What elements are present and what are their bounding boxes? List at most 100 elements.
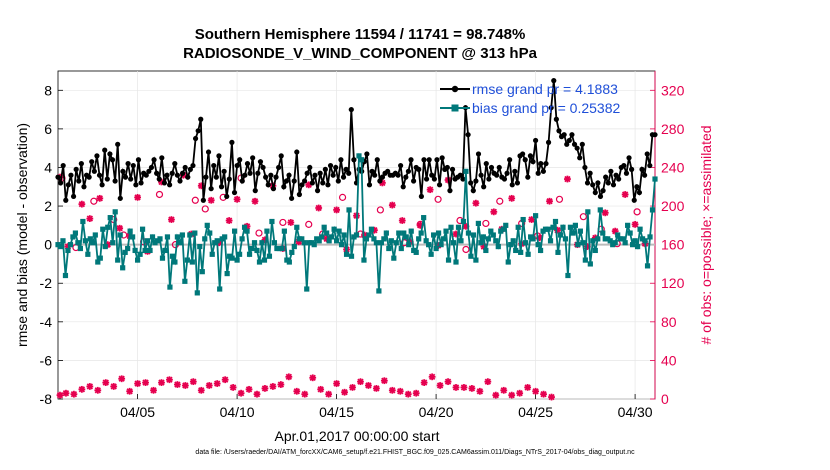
rmse-point bbox=[104, 176, 110, 182]
obs-assimilated-marker bbox=[189, 378, 197, 386]
rmse-point bbox=[102, 147, 108, 153]
obs-assimilated-marker bbox=[460, 384, 468, 391]
bias-point bbox=[107, 215, 113, 221]
chart-title: Southern Hemisphere 11594 / 11741 = 98.7… bbox=[194, 26, 526, 43]
bias-point bbox=[92, 232, 98, 238]
bias-point bbox=[244, 228, 250, 234]
rmse-point bbox=[133, 182, 139, 188]
rmse-point bbox=[571, 141, 578, 147]
x-tick-label: 04/10 bbox=[220, 404, 255, 420]
bias-point bbox=[500, 226, 506, 232]
rmse-point bbox=[268, 172, 274, 178]
rmse-point bbox=[89, 159, 95, 165]
obs-assimilated-marker bbox=[317, 385, 325, 393]
y-tick-label: -6 bbox=[40, 352, 53, 368]
obs-assimilated-marker bbox=[229, 384, 237, 391]
rmse-point bbox=[634, 184, 640, 190]
bias-point bbox=[435, 230, 442, 236]
bias-point bbox=[475, 220, 481, 227]
obs-assimilated-marker bbox=[546, 197, 553, 205]
rmse-point bbox=[283, 178, 290, 184]
rmse-point bbox=[161, 180, 168, 186]
obs-assimilated-marker bbox=[78, 200, 86, 208]
bias-point bbox=[336, 228, 342, 234]
rmse-point bbox=[439, 155, 445, 161]
bias-point bbox=[115, 257, 121, 263]
obs-assimilated-marker bbox=[94, 386, 102, 394]
bias-point bbox=[169, 253, 176, 259]
rmse-point bbox=[551, 78, 557, 84]
obs-assimilated-marker bbox=[492, 391, 500, 399]
bias-point bbox=[607, 238, 613, 244]
bias-point bbox=[311, 242, 317, 248]
obs-possible-marker bbox=[305, 220, 313, 228]
bias-point bbox=[187, 232, 193, 238]
bias-point bbox=[301, 240, 307, 246]
obs-assimilated-marker bbox=[444, 378, 452, 386]
rmse-point bbox=[398, 162, 404, 169]
obs-possible-marker bbox=[579, 213, 587, 221]
rmse-point bbox=[592, 189, 598, 196]
rmse-point bbox=[224, 193, 230, 200]
bias-point bbox=[137, 251, 143, 257]
bias-point bbox=[207, 230, 213, 236]
rmse-point bbox=[68, 172, 74, 178]
rmse-point bbox=[595, 180, 601, 186]
y2-tick-label: 120 bbox=[661, 275, 685, 291]
rmse-point bbox=[218, 184, 225, 190]
obs-assimilated-marker bbox=[516, 389, 524, 397]
bias-point bbox=[503, 222, 509, 228]
bias-point bbox=[490, 232, 496, 238]
rmse-point bbox=[636, 189, 643, 196]
bias-point bbox=[189, 259, 195, 265]
bias-point bbox=[304, 286, 310, 292]
rmse-point bbox=[211, 162, 217, 169]
bias-point bbox=[592, 247, 598, 254]
obs-assimilated-marker bbox=[436, 382, 444, 389]
rmse-point bbox=[364, 151, 370, 157]
rmse-point bbox=[195, 128, 201, 134]
obs-assimilated-marker bbox=[237, 389, 245, 397]
bias-point bbox=[289, 249, 295, 255]
obs-possible-marker bbox=[555, 195, 564, 203]
rmse-point bbox=[185, 174, 191, 180]
rmse-point bbox=[631, 197, 637, 203]
obs-assimilated-marker bbox=[508, 194, 516, 202]
rmse-point bbox=[148, 164, 155, 171]
bias-point bbox=[236, 251, 243, 257]
bias-point bbox=[455, 224, 462, 230]
obs-possible-marker bbox=[496, 197, 504, 205]
bias-point bbox=[649, 207, 656, 213]
rmse-point bbox=[276, 164, 282, 171]
rmse-point bbox=[520, 151, 526, 157]
obs-assimilated-marker bbox=[86, 383, 94, 390]
bias-point bbox=[647, 234, 653, 240]
obs-possible-marker bbox=[191, 196, 199, 204]
bias-point bbox=[445, 257, 452, 263]
bias-point bbox=[80, 218, 86, 225]
bias-point bbox=[478, 240, 484, 246]
rmse-point bbox=[623, 170, 630, 176]
rmse-point bbox=[294, 149, 300, 155]
bias-point bbox=[525, 251, 531, 257]
rmse-point bbox=[577, 155, 583, 161]
bias-point bbox=[567, 224, 574, 230]
rmse-point bbox=[60, 162, 66, 169]
rmse-point bbox=[286, 172, 292, 178]
obs-possible-marker bbox=[338, 193, 347, 201]
rmse-point bbox=[512, 168, 518, 174]
rmse-point bbox=[379, 174, 386, 180]
obs-assimilated-marker bbox=[96, 194, 104, 202]
rmse-point bbox=[369, 168, 375, 174]
rmse-point bbox=[301, 178, 308, 184]
bias-point bbox=[513, 247, 519, 254]
rmse-point bbox=[403, 174, 409, 180]
bias-point bbox=[117, 232, 123, 238]
rmse-point bbox=[408, 157, 414, 163]
rmse-point bbox=[96, 172, 103, 178]
rmse-point bbox=[478, 172, 484, 178]
bias-point bbox=[261, 257, 268, 263]
bias-point bbox=[358, 157, 365, 163]
bias-point bbox=[75, 240, 81, 246]
rmse-point bbox=[429, 172, 435, 178]
